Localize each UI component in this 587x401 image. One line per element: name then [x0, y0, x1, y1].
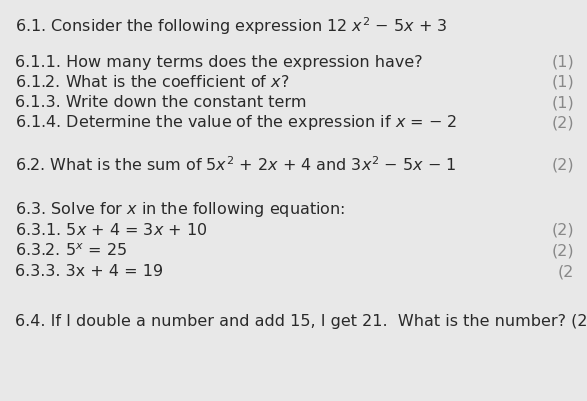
- Text: (2): (2): [551, 243, 574, 258]
- Text: (1): (1): [551, 75, 574, 90]
- Text: (2): (2): [551, 222, 574, 237]
- Text: (1): (1): [551, 95, 574, 110]
- Text: (2: (2: [558, 263, 574, 279]
- Text: 6.3.2. 5$^x$ = 25: 6.3.2. 5$^x$ = 25: [15, 242, 127, 259]
- Text: 6.4. If I double a number and add 15, I get 21.  What is the number? (2: 6.4. If I double a number and add 15, I …: [15, 313, 587, 328]
- Text: 6.3.3. 3x + 4 = 19: 6.3.3. 3x + 4 = 19: [15, 263, 163, 279]
- Text: (2): (2): [551, 157, 574, 172]
- Text: 6.2. What is the sum of 5$x^2$ + 2$x$ + 4 and 3$x^2$ − 5$x$ − 1: 6.2. What is the sum of 5$x^2$ + 2$x$ + …: [15, 155, 456, 174]
- Text: (2): (2): [551, 115, 574, 130]
- Text: 6.1.4. Determine the value of the expression if $x$ = − 2: 6.1.4. Determine the value of the expres…: [15, 113, 457, 132]
- Text: 6.1.3. Write down the constant term: 6.1.3. Write down the constant term: [15, 95, 306, 110]
- Text: 6.1.1. How many terms does the expression have?: 6.1.1. How many terms does the expressio…: [15, 55, 422, 70]
- Text: 6.3. Solve for $x$ in the following equation:: 6.3. Solve for $x$ in the following equa…: [15, 199, 345, 218]
- Text: 6.3.1. 5$x$ + 4 = 3$x$ + 10: 6.3.1. 5$x$ + 4 = 3$x$ + 10: [15, 221, 207, 237]
- Text: 6.1.2. What is the coefficient of $x$?: 6.1.2. What is the coefficient of $x$?: [15, 74, 289, 90]
- Text: (1): (1): [551, 55, 574, 70]
- Text: 6.1. Consider the following expression 12 $x^2$ − 5$x$ + 3: 6.1. Consider the following expression 1…: [15, 15, 447, 37]
